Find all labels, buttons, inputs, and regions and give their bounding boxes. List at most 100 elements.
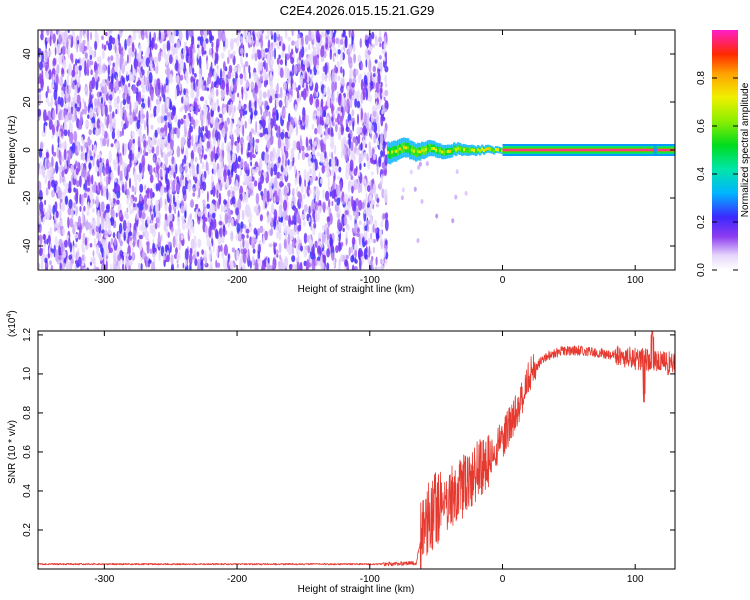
spectrogram-cell xyxy=(72,63,76,77)
spectrogram-cell xyxy=(325,135,330,140)
spectrogram-cell xyxy=(323,87,327,96)
spectrogram-cell xyxy=(86,210,90,216)
spectrogram-cell xyxy=(214,228,218,239)
spectrogram-cell xyxy=(227,253,230,263)
spectrogram-cell xyxy=(277,93,282,98)
spectrogram-cell xyxy=(141,211,146,220)
spectrogram-cell xyxy=(297,243,301,251)
spectrogram-cell xyxy=(384,74,387,84)
spectrogram-cell xyxy=(176,263,179,269)
spectrogram-cell xyxy=(329,191,332,197)
spectrogram-cell xyxy=(154,247,157,253)
spectrogram-cell xyxy=(243,160,248,168)
spectrogram-cell xyxy=(133,30,138,34)
spectrogram-cell xyxy=(284,137,289,145)
spectrogram-cell xyxy=(206,87,210,92)
spectrogram-cell xyxy=(171,180,176,193)
spectrogram-cell xyxy=(201,45,205,56)
spectrogram-cell xyxy=(376,197,380,204)
spectrogram-cell xyxy=(206,233,209,237)
spectrogram-cell xyxy=(101,43,104,50)
spectrogram-cell xyxy=(238,102,242,110)
spectrogram-cell xyxy=(138,162,143,174)
spectrogram-cell xyxy=(215,52,219,65)
spectrogram-cell xyxy=(310,225,313,231)
spectrogram-cell xyxy=(73,169,77,180)
spectrogram-cell xyxy=(401,146,404,150)
spectrogram-cell xyxy=(360,91,364,104)
spectrogram-cell xyxy=(431,147,434,150)
spectrogram-cell xyxy=(391,150,394,154)
spectrogram-cell xyxy=(243,103,247,110)
spectrogram-cell xyxy=(38,240,41,245)
spectrogram-cell xyxy=(240,221,244,229)
spectrogram-cell xyxy=(336,184,340,197)
spectrogram-cell xyxy=(317,141,321,149)
spectrogram-cell xyxy=(459,147,462,151)
spectrogram-cell xyxy=(266,258,268,270)
spectrogram-cell xyxy=(328,70,331,82)
spectrogram-cell xyxy=(220,204,224,213)
spectrogram-cell xyxy=(106,40,109,46)
spectrogram-cell xyxy=(315,30,320,43)
spectrogram-cell xyxy=(204,106,208,113)
spectrogram-cell xyxy=(377,122,381,136)
spectrogram-cell xyxy=(384,212,389,220)
spectrogram-cell xyxy=(129,110,133,117)
spectrogram-cell xyxy=(155,83,159,97)
spectrogram-cell xyxy=(161,104,165,117)
spectrogram-cell xyxy=(95,165,98,173)
spectrogram-cell xyxy=(42,152,45,162)
spectrogram-cell xyxy=(138,92,142,105)
spectrogram-cell xyxy=(149,224,154,234)
spectrogram-cell xyxy=(262,91,267,99)
snr-frame xyxy=(37,330,676,570)
spectrogram-cell xyxy=(194,97,198,103)
spectrogram-cell xyxy=(257,258,262,267)
spectrogram-cell xyxy=(106,175,109,188)
spectrogram-cell xyxy=(306,61,310,68)
spectrogram-cell xyxy=(337,49,341,55)
spectrogram-cell xyxy=(254,238,258,243)
spectrogram-cell xyxy=(71,206,74,219)
spectrogram-cell xyxy=(196,251,200,257)
spectrogram-cell xyxy=(86,267,89,270)
spectrogram-cell xyxy=(294,208,297,217)
spectrogram-cell xyxy=(147,96,150,109)
spectrogram-cell xyxy=(201,161,205,170)
spectrogram-cell xyxy=(324,240,327,245)
spectrogram-cell xyxy=(123,251,128,258)
spectrogram-cell xyxy=(314,209,318,223)
spectrogram-cell xyxy=(196,163,200,175)
spectrogram-cell xyxy=(110,201,114,208)
spectrogram-cell xyxy=(227,100,231,105)
spectrogram-cell xyxy=(197,146,202,154)
spectrogram-cell xyxy=(81,172,83,178)
spectrogram-cell xyxy=(108,30,113,35)
spectrogram-cell xyxy=(281,262,286,270)
spectrogram-cell xyxy=(319,139,324,147)
spectrogram-cell xyxy=(336,197,341,206)
spectrogram-cell xyxy=(74,79,77,86)
spectrogram-cell xyxy=(58,255,62,261)
spectrogram-cell xyxy=(49,260,52,266)
spectrogram-cell xyxy=(132,229,137,241)
spectrogram-cell xyxy=(170,254,174,265)
spectrogram-cell xyxy=(328,198,331,208)
spectrogram-cell xyxy=(439,149,442,153)
spectrogram-cell xyxy=(88,129,92,136)
spectrogram-cell xyxy=(243,30,247,39)
spectrogram-cell xyxy=(337,236,339,241)
spectrogram-cell xyxy=(393,149,396,153)
spectrogram-cell xyxy=(131,130,135,137)
spectrogram-cell xyxy=(114,80,119,93)
spectrogram-cell xyxy=(59,200,62,210)
spectrogram-cell xyxy=(326,170,331,179)
spectrogram-cell xyxy=(188,252,193,266)
spectrogram-cell xyxy=(235,179,239,191)
spectrogram-cell xyxy=(276,253,279,258)
spectrogram-cell xyxy=(417,150,420,154)
spectrogram-cell xyxy=(240,120,244,128)
spectrogram-cell xyxy=(186,73,189,85)
spectrogram-cell xyxy=(330,132,334,138)
